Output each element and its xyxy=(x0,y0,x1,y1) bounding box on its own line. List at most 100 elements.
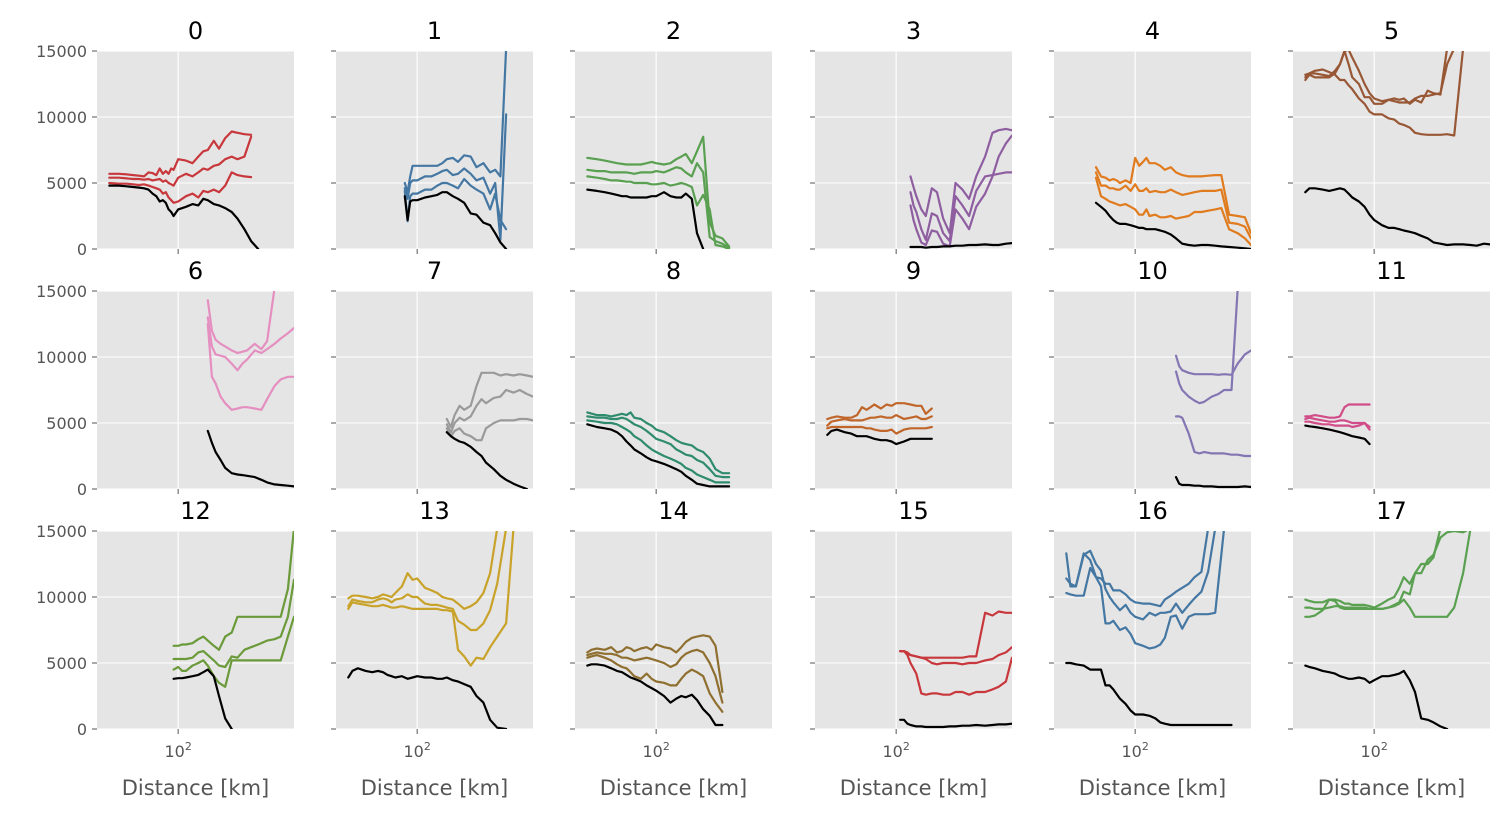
series-line-3 xyxy=(586,175,731,249)
panel-title: 3 xyxy=(906,17,921,45)
series-line-2 xyxy=(1065,531,1216,621)
series-line-1 xyxy=(445,371,533,429)
series-line-2 xyxy=(586,415,731,479)
baseline-series-line xyxy=(586,663,724,727)
series-line-1 xyxy=(586,634,724,694)
series-line-2 xyxy=(1094,171,1251,240)
panel-12: 12 0 5000 10000 15000 102 Distance [km] xyxy=(36,497,294,800)
panel-lines xyxy=(586,634,724,727)
series-line-1 xyxy=(206,291,276,355)
x-tick-label: 102 xyxy=(1360,740,1387,761)
y-tick-label: 0 xyxy=(77,720,87,739)
plot-area xyxy=(1293,291,1490,489)
series-line-1 xyxy=(347,531,498,610)
y-tick-label: 0 xyxy=(77,480,87,499)
panel-title: 13 xyxy=(419,497,450,525)
series-line-2 xyxy=(1304,416,1371,429)
baseline-series-line xyxy=(108,184,260,249)
panel-lines xyxy=(586,411,731,488)
y-tick-label: 5000 xyxy=(46,174,87,193)
panel-title: 1 xyxy=(427,17,442,45)
baseline-series-line xyxy=(347,667,508,729)
series-line-1 xyxy=(586,135,731,248)
panel-title: 9 xyxy=(906,257,921,285)
y-tick-label: 15000 xyxy=(36,282,87,301)
y-tick-label: 15000 xyxy=(36,522,87,541)
panel-title: 10 xyxy=(1137,257,1168,285)
panel-lines xyxy=(1304,531,1472,729)
series-line-3 xyxy=(586,654,724,713)
y-tick-label: 10000 xyxy=(36,108,87,127)
x-axis-label: Distance [km] xyxy=(600,776,748,800)
plot-area xyxy=(97,51,294,249)
baseline-series-line xyxy=(909,242,1012,249)
panel-title: 14 xyxy=(658,497,689,525)
baseline-series-line xyxy=(1304,664,1449,729)
baseline-series-line xyxy=(1304,187,1490,247)
panel-lines xyxy=(1304,403,1371,446)
panel-14: 14 102 Distance [km] xyxy=(570,497,772,800)
x-tick-label: 102 xyxy=(882,740,909,761)
x-axis-label: Distance [km] xyxy=(840,776,988,800)
panel-lines xyxy=(1065,531,1233,727)
panel-2: 2 xyxy=(570,17,772,254)
panel-17: 17 102 Distance [km] xyxy=(1288,497,1490,800)
baseline-series-line xyxy=(899,718,1012,729)
panel-title: 15 xyxy=(898,497,929,525)
plot-area xyxy=(1054,291,1251,489)
series-line-1 xyxy=(1304,51,1448,105)
series-line-3 xyxy=(206,322,294,411)
series-line-1 xyxy=(172,531,294,651)
panel-10: 10 xyxy=(1049,257,1251,494)
plot-area xyxy=(1293,531,1490,729)
series-line-1 xyxy=(1065,531,1209,608)
panel-1: 1 xyxy=(331,17,533,254)
series-line-2 xyxy=(172,578,294,669)
series-line-3 xyxy=(1094,176,1251,247)
series-line-2 xyxy=(1174,291,1239,405)
baseline-series-line xyxy=(586,423,731,488)
panel-16: 16 102 Distance [km] xyxy=(1049,497,1251,800)
panel-lines xyxy=(347,531,515,729)
series-line-2 xyxy=(347,531,507,632)
x-tick-label: 102 xyxy=(403,740,430,761)
panel-title: 6 xyxy=(188,257,203,285)
series-line-2 xyxy=(108,135,253,187)
x-tick-label: 102 xyxy=(164,740,191,761)
plot-area xyxy=(1054,51,1251,249)
x-tick-label: 102 xyxy=(642,740,669,761)
plot-area xyxy=(575,531,772,729)
baseline-series-line xyxy=(172,668,233,729)
series-line-1 xyxy=(1304,403,1371,419)
series-line-1 xyxy=(1094,156,1251,235)
series-line-1 xyxy=(586,411,731,475)
panel-title: 5 xyxy=(1384,17,1399,45)
panel-15: 15 102 Distance [km] xyxy=(810,497,1012,800)
series-line-2 xyxy=(445,388,533,434)
series-line-2 xyxy=(826,414,933,427)
y-tick-label: 10000 xyxy=(36,588,87,607)
baseline-series-line xyxy=(826,428,933,446)
plot-area xyxy=(815,531,1012,729)
panel-7: 7 xyxy=(331,257,533,494)
series-line-2 xyxy=(403,113,508,241)
panel-lines xyxy=(1094,156,1251,249)
plot-area xyxy=(336,531,533,729)
series-line-3 xyxy=(172,615,294,688)
panel-title: 16 xyxy=(1137,497,1168,525)
panel-3: 3 xyxy=(810,17,1012,254)
x-axis-label: Distance [km] xyxy=(361,776,509,800)
baseline-series-line xyxy=(206,429,294,488)
panel-lines xyxy=(445,371,533,489)
panel-lines xyxy=(909,127,1012,249)
panel-4: 4 xyxy=(1049,17,1251,254)
y-tick-label: 15000 xyxy=(36,42,87,61)
panel-11: 11 xyxy=(1288,257,1490,494)
series-line-3 xyxy=(586,419,731,484)
panel-13: 13 102 Distance [km] xyxy=(331,497,533,800)
plot-area xyxy=(97,291,294,489)
series-line-2 xyxy=(586,648,724,704)
series-line-3 xyxy=(826,425,933,435)
series-line-3 xyxy=(445,417,533,442)
